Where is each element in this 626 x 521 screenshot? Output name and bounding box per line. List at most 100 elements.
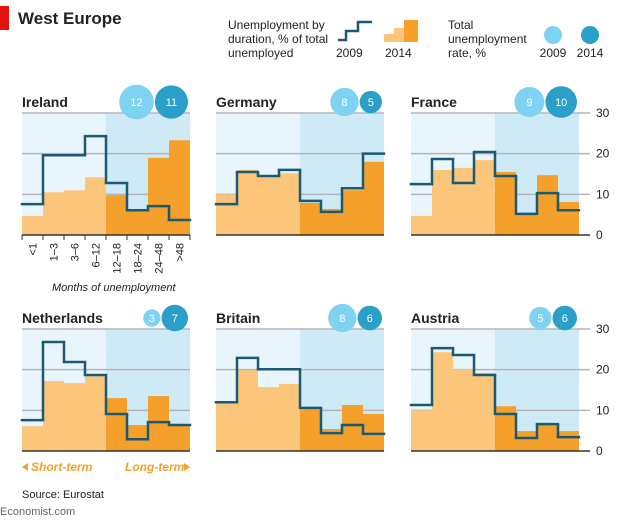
bar bbox=[22, 215, 43, 235]
bar bbox=[363, 413, 384, 451]
bar bbox=[516, 213, 537, 235]
rate-bubble bbox=[529, 306, 552, 330]
x-tick-label: 1–3 bbox=[49, 243, 61, 261]
bar bbox=[258, 387, 279, 451]
rate-bubble bbox=[357, 305, 383, 331]
bar bbox=[363, 161, 384, 235]
bar bbox=[453, 369, 474, 451]
rate-label: 5 bbox=[368, 97, 374, 109]
bar bbox=[558, 431, 579, 451]
legend-label: 2009 bbox=[540, 46, 567, 60]
y-tick-label: 30 bbox=[596, 106, 610, 120]
group-label: Long-term bbox=[125, 460, 185, 474]
bar bbox=[43, 192, 64, 235]
x-tick-label: 18–24 bbox=[133, 243, 145, 274]
group-label: Short-term bbox=[31, 460, 93, 474]
rate-bubble bbox=[143, 309, 161, 327]
y-tick-label: 0 bbox=[596, 228, 603, 242]
bar bbox=[237, 370, 258, 451]
rate-bubble bbox=[359, 90, 383, 114]
rate-bubble bbox=[514, 87, 545, 117]
bar bbox=[216, 402, 237, 451]
y-tick-label: 10 bbox=[596, 187, 610, 201]
rate-label: 8 bbox=[339, 313, 345, 325]
rate-label: 11 bbox=[166, 97, 177, 109]
rate-label: 8 bbox=[341, 97, 347, 109]
bar bbox=[342, 405, 363, 451]
bar bbox=[474, 160, 495, 235]
legend-step bbox=[338, 20, 372, 42]
y-tick-label: 20 bbox=[596, 363, 610, 377]
bar bbox=[169, 424, 190, 451]
bar bbox=[495, 171, 516, 235]
bar bbox=[169, 140, 190, 235]
rate-bubble bbox=[119, 84, 154, 120]
x-tick-label: >48 bbox=[175, 243, 187, 262]
panel-title: Ireland bbox=[22, 94, 68, 110]
x-tick-label: 6–12 bbox=[91, 243, 103, 267]
rate-label: 6 bbox=[367, 313, 373, 325]
rate-label: 10 bbox=[555, 97, 567, 109]
bar bbox=[516, 431, 537, 451]
bar bbox=[237, 169, 258, 235]
bar bbox=[64, 383, 85, 451]
bar bbox=[558, 202, 579, 235]
rate-bubble bbox=[161, 304, 188, 332]
x-tick-label: <1 bbox=[28, 243, 40, 256]
bar bbox=[85, 177, 106, 235]
bar bbox=[537, 175, 558, 235]
rate-label: 3 bbox=[149, 313, 155, 325]
y-tick-label: 20 bbox=[596, 147, 610, 161]
bar bbox=[321, 208, 342, 235]
rate-label: 12 bbox=[130, 97, 142, 109]
bar bbox=[495, 406, 516, 451]
legend-label: 2014 bbox=[577, 46, 604, 60]
bar bbox=[300, 202, 321, 235]
rate-bubble bbox=[328, 303, 357, 333]
panel-title: France bbox=[411, 94, 457, 110]
credit: Economist.com bbox=[0, 506, 75, 518]
arrow-right bbox=[184, 463, 190, 471]
legend-label: 2014 bbox=[385, 46, 412, 60]
brand-mark bbox=[0, 6, 9, 30]
source: Source: Eurostat bbox=[22, 489, 104, 501]
legend-bar bbox=[404, 20, 418, 42]
bar bbox=[432, 352, 453, 451]
legend-label: 2009 bbox=[336, 46, 363, 60]
rate-bubble bbox=[154, 85, 188, 119]
y-tick-label: 0 bbox=[596, 444, 603, 458]
y-tick-label: 30 bbox=[596, 322, 610, 336]
rate-label: 7 bbox=[172, 313, 178, 325]
bar bbox=[106, 195, 127, 235]
panel-title: Netherlands bbox=[22, 310, 103, 326]
x-tick-label: 24–48 bbox=[154, 243, 166, 274]
panel-title: Austria bbox=[411, 310, 459, 326]
rate-bubble bbox=[545, 86, 577, 118]
bar bbox=[537, 424, 558, 451]
bar bbox=[279, 173, 300, 235]
bar bbox=[22, 426, 43, 451]
panel-title: Germany bbox=[216, 94, 277, 110]
bar bbox=[474, 372, 495, 451]
bar bbox=[127, 210, 148, 235]
rate-bubble bbox=[330, 87, 359, 117]
legend-bubble bbox=[544, 26, 562, 44]
x-tick-label: 3–6 bbox=[70, 243, 82, 261]
bar bbox=[342, 190, 363, 235]
bar bbox=[411, 410, 432, 451]
bar bbox=[453, 167, 474, 235]
bar bbox=[148, 396, 169, 451]
legend-title: Unemployment by duration, % of total une… bbox=[228, 18, 329, 60]
x-tick-label: 12–18 bbox=[112, 243, 124, 274]
bar bbox=[300, 407, 321, 451]
bar bbox=[216, 194, 237, 235]
bar bbox=[411, 215, 432, 235]
chart-title: West Europe bbox=[18, 9, 122, 28]
legend-bar bbox=[384, 34, 394, 42]
bar bbox=[432, 169, 453, 235]
bar bbox=[85, 376, 106, 451]
rate-label: 9 bbox=[526, 97, 532, 109]
y-tick-label: 10 bbox=[596, 403, 610, 417]
